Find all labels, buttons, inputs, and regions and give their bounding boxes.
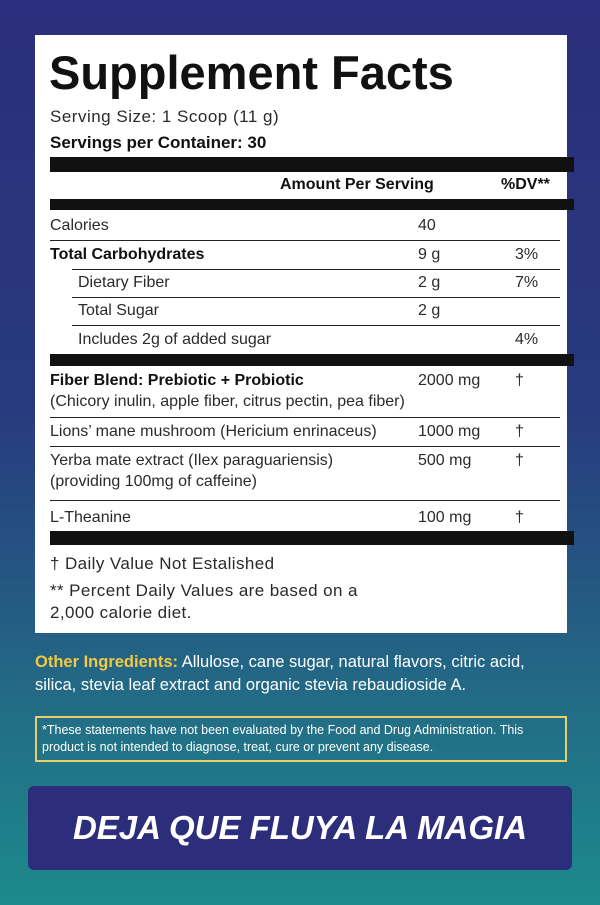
row-name: Calories (50, 217, 109, 234)
serving-size: Serving Size: 1 Scoop (11 g) (50, 107, 280, 126)
row-amount: 1000 mg (418, 423, 481, 440)
row-amount: 2 g (418, 302, 441, 319)
row-rule (50, 446, 560, 447)
thick-rule (50, 354, 574, 366)
row-amount: 40 (418, 217, 436, 234)
row-name: Yerba mate extract (Ilex paraguariensis) (50, 452, 334, 469)
row-dv: 3% (515, 246, 539, 263)
row-dv: † (515, 452, 524, 469)
footnote: ** Percent Daily Values are based on a 2… (50, 581, 358, 622)
row-dv: † (515, 509, 524, 526)
other-ingredients: Other Ingredients: Allulose, cane sugar,… (35, 651, 560, 697)
row-dv: † (515, 372, 524, 389)
column-header: %DV** (501, 176, 550, 193)
row-detail: (Chicory inulin, apple fiber, citrus pec… (50, 393, 405, 410)
row-rule (50, 417, 560, 418)
title: Supplement Facts (49, 46, 454, 99)
footnote: † Daily Value Not Estalished (50, 554, 275, 573)
row-name: L-Theanine (50, 509, 131, 526)
other-ingredients-label: Other Ingredients: (35, 653, 179, 671)
row-name: Lions’ mane mushroom (Hericium enrinaceu… (50, 423, 377, 440)
thick-rule (50, 199, 574, 210)
column-header: Amount Per Serving (280, 176, 434, 193)
row-rule (72, 297, 560, 298)
other-ingredients-text: Allulose, cane sugar, natural flavors, c… (35, 653, 525, 694)
row-amount: 100 mg (418, 509, 472, 526)
row-amount: 2 g (418, 274, 441, 291)
row-dv: 4% (515, 331, 539, 348)
row-name: Total Sugar (78, 302, 159, 319)
row-name: Includes 2g of added sugar (78, 331, 272, 348)
row-rule (72, 269, 560, 270)
row-name: Dietary Fiber (78, 274, 170, 291)
row-rule (72, 325, 560, 326)
thick-rule (50, 531, 574, 545)
row-dv: † (515, 423, 524, 440)
row-name: Total Carbohydrates (50, 246, 205, 263)
row-rule (50, 240, 560, 241)
cta-banner: DEJA QUE FLUYA LA MAGIA (28, 786, 572, 870)
servings-per-container: Servings per Container: 30 (50, 133, 267, 152)
thick-rule (50, 157, 574, 172)
row-amount: 2000 mg (418, 372, 481, 389)
disclaimer: *These statements have not been evaluate… (35, 716, 567, 762)
row-amount: 500 mg (418, 452, 472, 469)
row-dv: 7% (515, 274, 539, 291)
row-rule (50, 500, 560, 501)
row-amount: 9 g (418, 246, 441, 263)
row-name: Fiber Blend: Prebiotic + Probiotic (50, 372, 304, 389)
supplement-facts-panel: Supplement Facts Serving Size: 1 Scoop (… (35, 35, 574, 633)
row-detail: (providing 100mg of caffeine) (50, 473, 257, 490)
